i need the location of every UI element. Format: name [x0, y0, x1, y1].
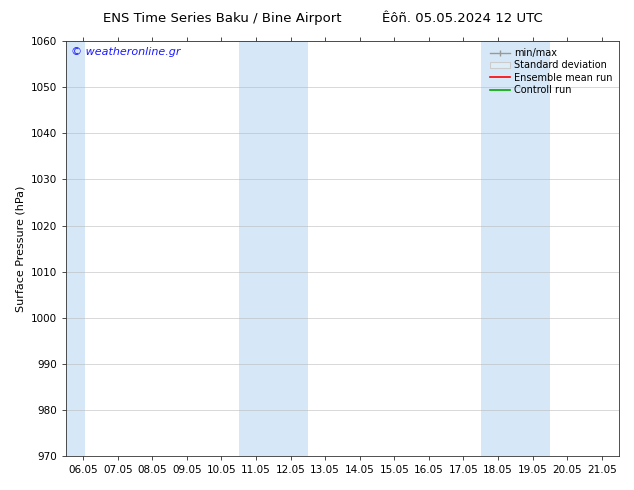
Text: Êôñ. 05.05.2024 12 UTC: Êôñ. 05.05.2024 12 UTC — [382, 12, 543, 25]
Bar — [481, 41, 550, 456]
Legend: min/max, Standard deviation, Ensemble mean run, Controll run: min/max, Standard deviation, Ensemble me… — [488, 46, 614, 97]
Y-axis label: Surface Pressure (hPa): Surface Pressure (hPa) — [15, 185, 25, 312]
Text: © weatheronline.gr: © weatheronline.gr — [72, 48, 181, 57]
Bar — [238, 41, 308, 456]
Bar — [66, 41, 85, 456]
Text: ENS Time Series Baku / Bine Airport: ENS Time Series Baku / Bine Airport — [103, 12, 341, 25]
